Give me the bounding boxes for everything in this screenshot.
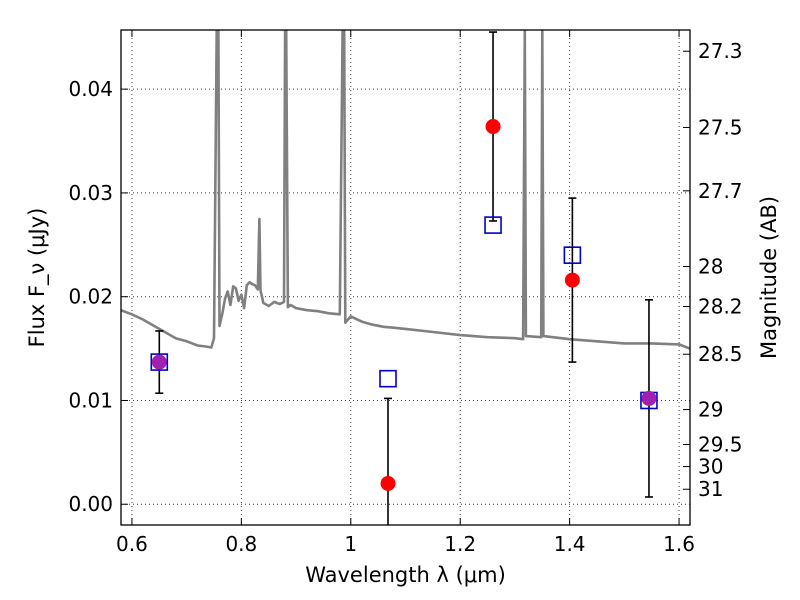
y2-tick-label: 31 [698,477,723,501]
y2-tick-label: 28.5 [698,342,743,366]
y2-tick-label: 28 [698,254,723,278]
x-tick-label: 1.4 [554,532,586,556]
plot-background [121,30,690,525]
model-spectrum-line [121,30,690,350]
grid [121,30,690,525]
observed-flux-markers [151,119,657,491]
y-tick-label: 0.03 [68,181,113,205]
model-photometry-square [150,353,169,371]
y-tick-label: 0.01 [68,388,113,412]
observed-flux-point [641,390,657,406]
y2-tick-label: 27.7 [698,179,743,203]
x-axis-ticks: 0.6 0.8 1 1.2 1.4 1.6 [116,30,695,556]
model-photometry-square [563,246,582,264]
observed-flux-point [151,354,167,370]
y2-tick-label: 28.2 [698,294,743,318]
observed-flux-point [380,475,396,491]
y2-tick-label: 30 [698,455,723,479]
y-tick-label: 0.00 [68,492,113,516]
model-photometry-square [379,369,397,388]
y2-axis-label: Magnitude (AB) [757,196,781,359]
y2-tick-label: 29.5 [698,433,743,457]
x-tick-label: 0.6 [116,532,148,556]
y2-tick-label: 27.5 [698,115,743,139]
y-axis-label: Flux F_ν (μJy) [25,208,50,348]
plot-frame [120,29,691,526]
y-tick-label: 0.02 [68,285,113,309]
observed-flux-point [485,119,501,135]
model-spectrum [121,30,690,350]
model-photometry-square [484,216,502,234]
x-tick-label: 1 [344,532,357,556]
y-axis-ticks: 0.00 0.01 0.02 0.03 0.04 [68,77,128,516]
x-tick-label: 1.2 [444,532,476,556]
observed-flux-point [564,272,580,288]
x-tick-label: 1.6 [663,532,695,556]
y2-tick-label: 27.3 [698,39,743,63]
y-tick-label: 0.04 [68,77,113,101]
x-axis-label: Wavelength λ (μm) [305,563,506,587]
x-tick-label: 0.8 [225,532,257,556]
y2-tick-label: 29 [698,398,723,422]
